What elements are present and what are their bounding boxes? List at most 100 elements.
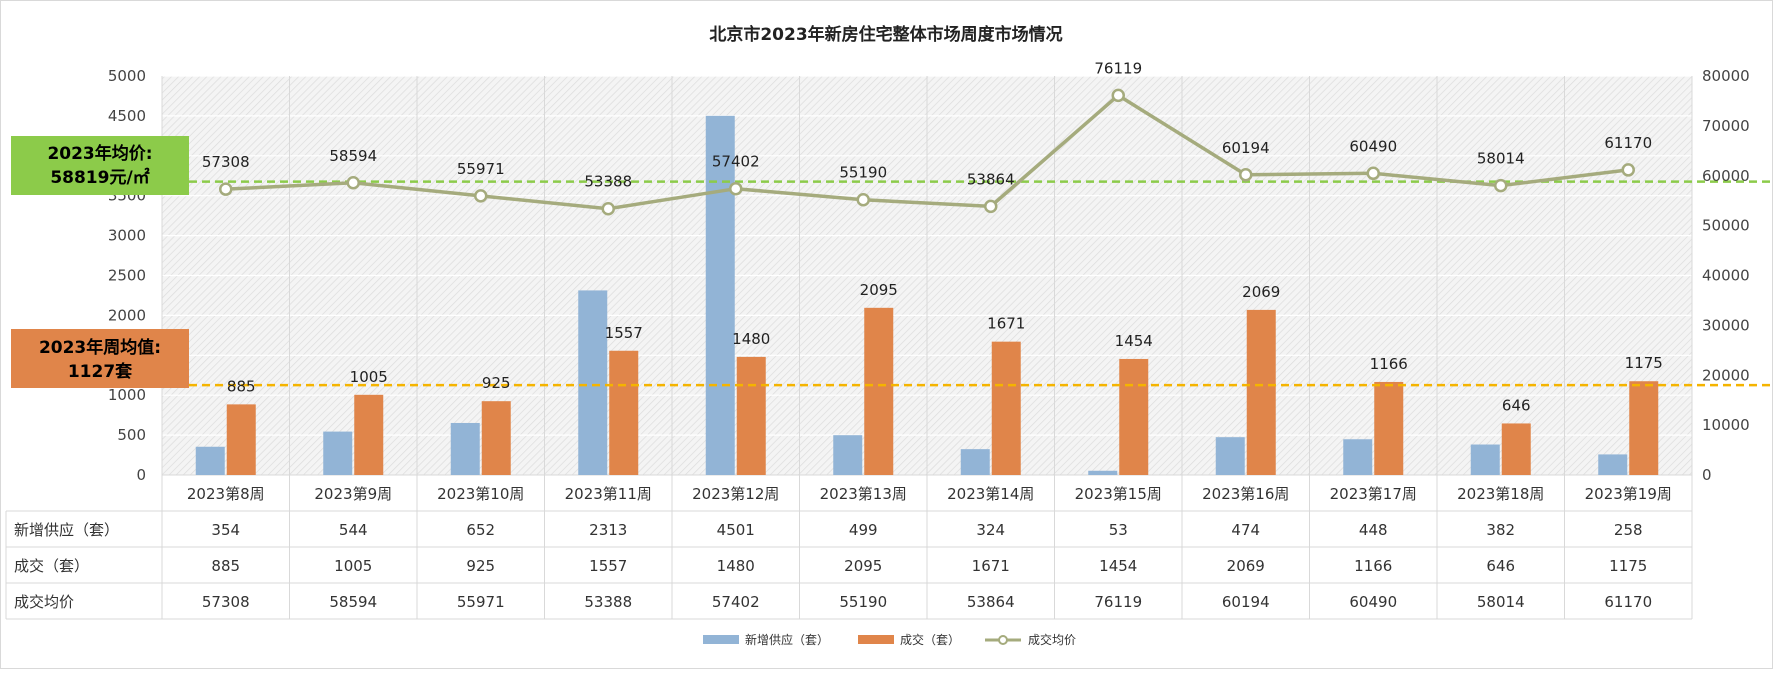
table-cell: 57402 [712,593,760,611]
bar-deal-label: 1557 [605,324,643,342]
price-line [225,93,1629,211]
price-label: 55190 [839,164,887,182]
price-label: 60194 [1222,139,1270,157]
legend-marker-price [998,635,1008,645]
table-cell: 76119 [1094,593,1142,611]
weekly-avg-value: 1127套 [68,361,133,382]
table-cell: 646 [1486,557,1515,575]
price-marker [984,199,998,214]
table-cell: 544 [339,521,368,539]
bar-deal-label: 646 [1502,396,1531,414]
table-cell: 1557 [589,557,627,575]
table-cell: 53388 [584,593,632,611]
bar-supply [1598,454,1628,475]
table-cell: 1166 [1354,557,1392,575]
bar-deal [1246,309,1276,475]
table-cell: 58014 [1477,593,1525,611]
table-cell: 2069 [1227,557,1265,575]
y-right-tick: 50000 [1702,217,1750,235]
table-cell: 2095 [844,557,882,575]
bar-deal [1629,381,1659,475]
weekly-avg-box [11,329,189,388]
table-cell: 55190 [839,593,887,611]
bar-deal-label: 1671 [987,315,1025,333]
y-left-tick: 4500 [108,107,146,125]
bar-supply [705,115,735,476]
category-label: 2023第8周 [187,485,265,503]
y-right-tick: 10000 [1702,416,1750,434]
bar-supply [1470,444,1500,475]
category-label: 2023第14周 [947,485,1034,503]
price-marker [1621,163,1635,177]
avg-price-label: 2023年均价: [47,143,152,164]
table-cell: 258 [1614,521,1643,539]
bar-deal [991,341,1021,475]
y-right-tick: 30000 [1702,316,1750,334]
avg-price-box [11,136,189,195]
table-cell: 474 [1231,521,1260,539]
weekly-avg-label: 2023年周均值: [39,337,161,358]
table-cell: 60194 [1222,593,1270,611]
bar-supply [833,435,863,475]
table-cell: 55971 [457,593,505,611]
price-marker [1494,178,1508,193]
y-left-tick: 5000 [108,67,146,85]
category-label: 2023第15周 [1075,485,1162,503]
bar-deal-label: 2095 [860,281,898,299]
table-cell: 354 [211,521,240,539]
bar-deal-label: 1005 [350,368,388,386]
table-cell: 1175 [1609,557,1647,575]
y-right-tick: 60000 [1702,167,1750,185]
bar-deal [1501,423,1531,475]
category-label: 2023第18周 [1457,485,1544,503]
chart-title: 北京市2023年新房住宅整体市场周度市场情况 [709,24,1062,45]
bar-supply [323,431,353,475]
category-label: 2023第13周 [820,485,907,503]
category-label: 2023第10周 [437,485,524,503]
bar-supply [1088,470,1118,475]
table-cell: 1671 [972,557,1010,575]
bar-deal [609,350,639,475]
category-label: 2023第11周 [565,485,652,503]
bar-deal-label: 1166 [1370,355,1408,373]
bar-deal [481,401,511,475]
price-marker [1366,166,1380,181]
y-left-tick: 2500 [108,267,146,285]
table-cell: 448 [1359,521,1388,539]
legend-label-deal: 成交（套） [900,632,960,647]
price-label: 58594 [329,147,377,165]
table-cell: 4501 [717,521,755,539]
price-marker [601,201,615,216]
table-cell: 652 [466,521,495,539]
table-cell: 1480 [717,557,755,575]
bar-deal-label: 1480 [732,330,770,348]
table-cell: 925 [466,557,495,575]
table-cell: 324 [976,521,1005,539]
table-cell: 382 [1486,521,1515,539]
table-cell: 61170 [1604,593,1652,611]
table-cell: 53 [1109,521,1128,539]
price-marker [1111,88,1125,103]
legend-swatch-deal [858,635,894,644]
bar-deal-label: 1175 [1625,354,1663,372]
y-right-tick: 20000 [1702,366,1750,384]
bar-deal [864,307,894,475]
price-label: 76119 [1094,59,1142,77]
price-label: 61170 [1604,134,1652,152]
y-right-tick: 70000 [1702,117,1750,135]
category-label: 2023第16周 [1202,485,1289,503]
y-left-tick: 500 [117,426,146,444]
table-cell: 885 [211,557,240,575]
price-marker [1239,168,1253,182]
bar-deal [1374,381,1404,475]
y-left-tick: 0 [136,466,146,484]
y-left-tick: 3000 [108,227,146,245]
bar-deal-label: 1454 [1115,332,1153,350]
table-cell: 1005 [334,557,372,575]
price-label: 55971 [457,160,505,178]
table-cell: 60490 [1349,593,1397,611]
table-row-label: 成交（套） [14,557,89,575]
bar-deal [736,356,766,475]
